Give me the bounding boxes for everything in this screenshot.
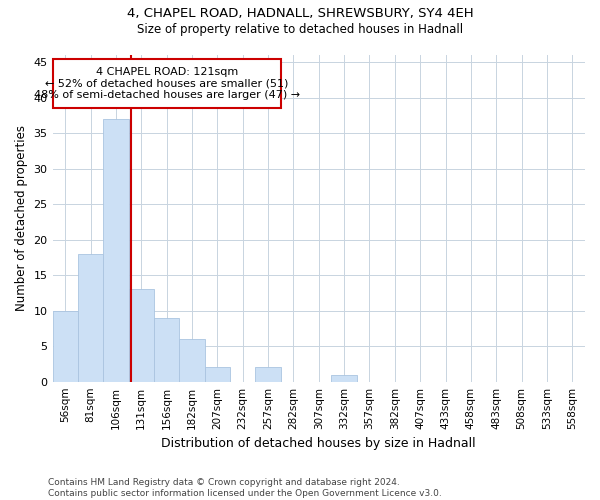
Bar <box>256 368 281 382</box>
Y-axis label: Number of detached properties: Number of detached properties <box>15 126 28 312</box>
Bar <box>128 290 154 382</box>
Bar <box>205 368 230 382</box>
Text: Size of property relative to detached houses in Hadnall: Size of property relative to detached ho… <box>137 22 463 36</box>
Bar <box>78 254 103 382</box>
Text: Contains HM Land Registry data © Crown copyright and database right 2024.
Contai: Contains HM Land Registry data © Crown c… <box>48 478 442 498</box>
Bar <box>331 374 357 382</box>
Bar <box>103 119 128 382</box>
FancyBboxPatch shape <box>53 58 281 108</box>
Bar <box>179 339 205 382</box>
X-axis label: Distribution of detached houses by size in Hadnall: Distribution of detached houses by size … <box>161 437 476 450</box>
Text: 4, CHAPEL ROAD, HADNALL, SHREWSBURY, SY4 4EH: 4, CHAPEL ROAD, HADNALL, SHREWSBURY, SY4… <box>127 8 473 20</box>
Bar <box>53 310 78 382</box>
Bar <box>154 318 179 382</box>
Text: 4 CHAPEL ROAD: 121sqm
← 52% of detached houses are smaller (51)
48% of semi-deta: 4 CHAPEL ROAD: 121sqm ← 52% of detached … <box>34 67 300 100</box>
